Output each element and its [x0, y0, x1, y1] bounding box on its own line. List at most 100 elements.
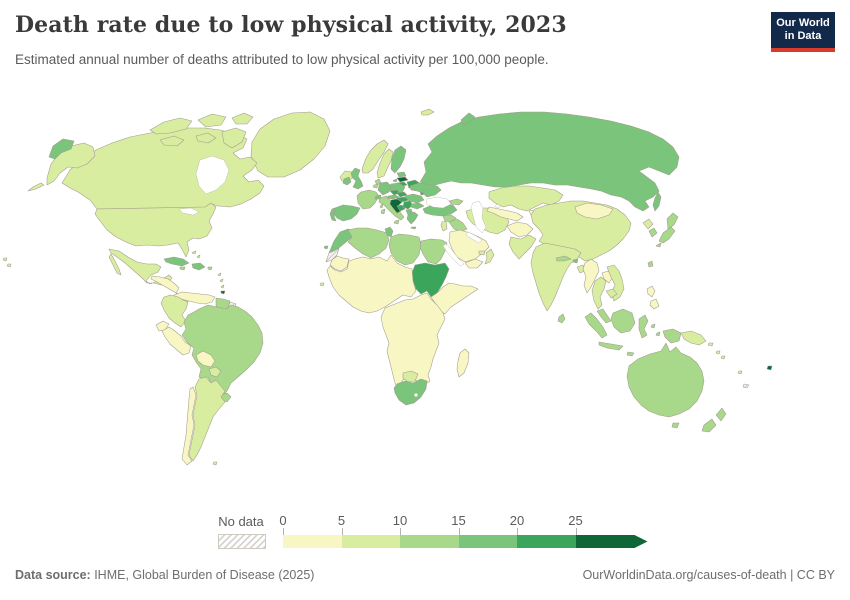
country-western-sahara[interactable]	[325, 247, 340, 263]
country-india[interactable]	[530, 242, 582, 312]
country-fiji[interactable]	[766, 365, 773, 371]
country-indonesia-sumatra[interactable]	[584, 312, 608, 339]
legend-bin-20-25[interactable]	[517, 535, 576, 548]
country-bhutan[interactable]	[572, 258, 579, 264]
country-south-korea[interactable]	[648, 227, 658, 238]
country-mauritania[interactable]	[329, 255, 350, 272]
country-solomon-islands[interactable]	[720, 355, 726, 360]
country-sahel-west-africa[interactable]	[326, 254, 417, 314]
country-latvia[interactable]	[396, 176, 409, 183]
country-finland[interactable]	[390, 145, 407, 174]
country-switzerland[interactable]	[374, 194, 382, 200]
country-bulgaria[interactable]	[410, 202, 425, 210]
country-france[interactable]	[356, 189, 380, 210]
country-puerto-rico[interactable]	[207, 266, 213, 271]
country-jamaica[interactable]	[179, 266, 186, 271]
country-tunisia[interactable]	[384, 226, 394, 238]
country-corsica[interactable]	[379, 203, 384, 209]
country-pakistan[interactable]	[508, 234, 537, 260]
country-hawaii[interactable]	[2, 257, 8, 262]
country-lesser-antilles[interactable]	[217, 272, 222, 277]
country-iraq[interactable]	[448, 218, 468, 233]
country-baja[interactable]	[108, 253, 122, 276]
country-cape-verde[interactable]	[319, 282, 325, 287]
legend-bin-10-15[interactable]	[400, 535, 459, 548]
country-spain[interactable]	[332, 204, 361, 222]
owid-logo[interactable]: Our World in Data	[771, 12, 835, 52]
country-benelux[interactable]	[372, 183, 379, 189]
country-indonesia-nusa[interactable]	[626, 351, 635, 357]
country-canada-arctic[interactable]	[197, 113, 227, 128]
country-indonesia-moluccas[interactable]	[655, 331, 661, 337]
country-japan[interactable]	[658, 226, 676, 244]
country-japan[interactable]	[655, 242, 662, 248]
country-mongolia[interactable]	[574, 202, 614, 220]
country-united-kingdom[interactable]	[350, 167, 364, 190]
country-myanmar[interactable]	[582, 258, 600, 294]
country-sri-lanka[interactable]	[557, 313, 566, 324]
country-papua-new-guinea[interactable]	[707, 342, 714, 347]
country-philippines[interactable]	[649, 298, 660, 310]
country-germany[interactable]	[377, 181, 392, 196]
country-greece[interactable]	[406, 211, 419, 225]
country-indonesia-papua[interactable]	[662, 328, 682, 344]
country-vietnam[interactable]	[606, 264, 625, 302]
country-estonia[interactable]	[396, 171, 407, 178]
country-syria[interactable]	[442, 214, 457, 223]
country-central-america[interactable]	[150, 275, 180, 294]
country-algeria[interactable]	[347, 227, 390, 259]
country-australia[interactable]	[626, 342, 705, 418]
country-madagascar[interactable]	[456, 348, 470, 378]
country-tasmania[interactable]	[671, 422, 680, 429]
country-cuba[interactable]	[163, 256, 190, 267]
country-norway[interactable]	[361, 139, 389, 174]
country-oman[interactable]	[484, 248, 495, 265]
country-new-caledonia[interactable]	[742, 383, 750, 389]
country-paraguay[interactable]	[208, 366, 222, 378]
country-kazakhstan[interactable]	[488, 185, 564, 212]
country-bolivia[interactable]	[195, 350, 216, 368]
country-falklands[interactable]	[212, 461, 218, 466]
country-united-states[interactable]	[94, 202, 217, 258]
country-uzbekistan-turkmenistan[interactable]	[486, 206, 524, 222]
country-brazil[interactable]	[181, 304, 264, 398]
country-new-zealand[interactable]	[701, 418, 717, 433]
country-svalbard[interactable]	[420, 108, 435, 116]
no-data-swatch[interactable]	[218, 534, 266, 549]
country-solomon-islands[interactable]	[715, 350, 721, 355]
country-crete[interactable]	[410, 226, 417, 230]
country-canada-arctic[interactable]	[195, 132, 217, 144]
country-canada-arctic[interactable]	[231, 112, 254, 125]
credit-link[interactable]: OurWorldinData.org/causes-of-death | CC …	[582, 568, 835, 582]
country-novaya-zemlya[interactable]	[460, 112, 476, 126]
country-slovakia[interactable]	[396, 191, 408, 198]
country-central-southern-africa[interactable]	[380, 292, 446, 390]
country-cambodia[interactable]	[605, 288, 618, 299]
country-bahamas[interactable]	[196, 254, 201, 259]
country-greenland[interactable]	[250, 111, 331, 178]
country-sicily[interactable]	[393, 219, 400, 225]
country-hawaii[interactable]	[6, 263, 12, 268]
country-sakhalin[interactable]	[652, 191, 662, 212]
country-indonesia-borneo[interactable]	[610, 308, 636, 334]
country-portugal[interactable]	[329, 207, 337, 222]
legend-bin-25-plus[interactable]	[575, 535, 648, 548]
country-indonesia-sulawesi[interactable]	[638, 314, 649, 339]
country-taiwan[interactable]	[647, 260, 654, 268]
country-malaysia[interactable]	[596, 308, 612, 324]
country-aleutians[interactable]	[27, 182, 45, 192]
country-bahamas[interactable]	[191, 250, 197, 255]
country-papua-new-guinea[interactable]	[680, 330, 707, 346]
legend-bin-0-5[interactable]	[283, 535, 342, 548]
country-north-korea[interactable]	[642, 218, 654, 230]
country-israel-jordan[interactable]	[440, 220, 448, 232]
country-philippines[interactable]	[646, 285, 656, 298]
country-botswana[interactable]	[402, 370, 419, 383]
country-italy[interactable]	[378, 195, 405, 221]
country-uae-qatar[interactable]	[478, 250, 486, 256]
country-lesser-antilles[interactable]	[219, 278, 224, 283]
legend-bin-5-10[interactable]	[341, 535, 400, 548]
country-indonesia-java[interactable]	[598, 341, 624, 351]
country-vanuatu[interactable]	[737, 370, 743, 375]
country-afghanistan[interactable]	[506, 221, 534, 238]
